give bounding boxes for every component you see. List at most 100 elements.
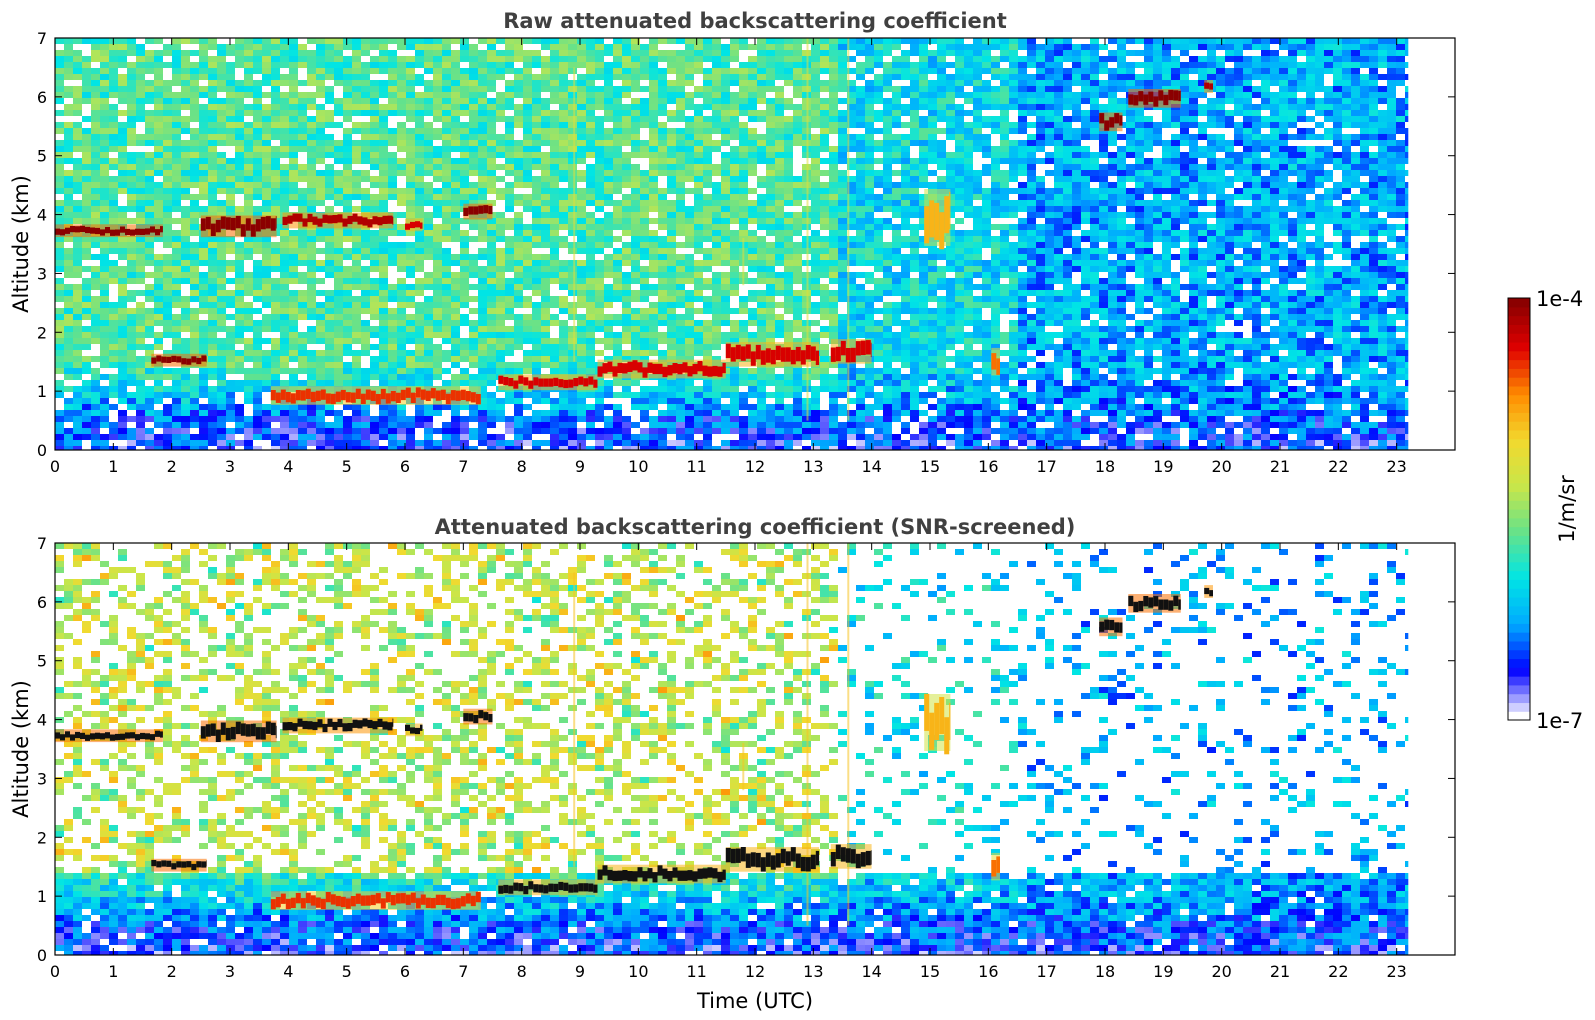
heatmap-cell bbox=[775, 404, 784, 410]
heatmap-cell bbox=[757, 272, 766, 278]
heatmap-cell bbox=[172, 248, 181, 254]
heatmap-cell bbox=[253, 98, 262, 104]
heatmap-cell bbox=[532, 80, 541, 86]
heatmap-cell bbox=[469, 224, 478, 230]
heatmap-cell bbox=[361, 296, 370, 302]
heatmap-cell bbox=[55, 410, 64, 416]
heatmap-cell bbox=[280, 260, 289, 266]
heatmap-cell bbox=[775, 374, 784, 380]
heatmap-cell bbox=[559, 122, 568, 128]
heatmap-cell bbox=[613, 104, 622, 110]
heatmap-cell bbox=[100, 38, 109, 44]
heatmap-cell bbox=[406, 266, 415, 272]
heatmap-cell bbox=[82, 428, 91, 434]
heatmap-cell bbox=[433, 404, 442, 410]
heatmap-cell bbox=[289, 128, 298, 134]
heatmap-cell bbox=[343, 188, 352, 194]
heatmap-cell bbox=[469, 194, 478, 200]
heatmap-cell bbox=[730, 122, 739, 128]
heatmap-cell bbox=[370, 314, 379, 320]
heatmap-cell bbox=[757, 398, 766, 404]
heatmap-cell bbox=[766, 50, 775, 56]
heatmap-cell bbox=[235, 242, 244, 248]
heatmap-cell bbox=[604, 50, 613, 56]
heatmap-cell bbox=[361, 152, 370, 158]
heatmap-cell bbox=[136, 410, 145, 416]
heatmap-cell bbox=[766, 392, 775, 398]
heatmap-cell bbox=[325, 326, 334, 332]
heatmap-cell bbox=[118, 266, 127, 272]
heatmap-cell bbox=[388, 170, 397, 176]
heatmap-cell bbox=[559, 440, 568, 446]
heatmap-cell bbox=[739, 104, 748, 110]
heatmap-cell bbox=[217, 74, 226, 80]
heatmap-cell bbox=[109, 242, 118, 248]
heatmap-cell bbox=[523, 194, 532, 200]
heatmap-cell bbox=[208, 362, 217, 368]
heatmap-cell bbox=[136, 170, 145, 176]
heatmap-cell bbox=[721, 170, 730, 176]
heatmap-cell bbox=[433, 314, 442, 320]
heatmap-cell bbox=[64, 302, 73, 308]
heatmap-cell bbox=[253, 362, 262, 368]
heatmap-cell bbox=[424, 182, 433, 188]
heatmap-cell bbox=[334, 434, 343, 440]
heatmap-cell bbox=[370, 230, 379, 236]
heatmap-cell bbox=[469, 80, 478, 86]
heatmap-cell bbox=[172, 386, 181, 392]
heatmap-cell bbox=[280, 176, 289, 182]
heatmap-cell bbox=[784, 416, 793, 422]
heatmap-cell bbox=[244, 350, 253, 356]
heatmap-cell bbox=[100, 104, 109, 110]
heatmap-cell bbox=[235, 110, 244, 116]
heatmap-cell bbox=[613, 440, 622, 446]
heatmap-cell bbox=[82, 194, 91, 200]
heatmap-cell bbox=[424, 416, 433, 422]
heatmap-cell bbox=[649, 434, 658, 440]
heatmap-cell bbox=[694, 332, 703, 338]
heatmap-cell bbox=[307, 176, 316, 182]
heatmap-cell bbox=[586, 140, 595, 146]
heatmap-cell bbox=[316, 122, 325, 128]
heatmap-cell bbox=[379, 326, 388, 332]
heatmap-cell bbox=[424, 302, 433, 308]
heatmap-cell bbox=[73, 140, 82, 146]
heatmap-cell bbox=[388, 308, 397, 314]
heatmap-cell bbox=[73, 128, 82, 134]
heatmap-cell bbox=[478, 140, 487, 146]
heatmap-cell bbox=[703, 236, 712, 242]
heatmap-cell bbox=[271, 152, 280, 158]
heatmap-cell bbox=[145, 356, 154, 362]
heatmap-cell bbox=[253, 158, 262, 164]
heatmap-cell bbox=[649, 74, 658, 80]
heatmap-cell bbox=[100, 146, 109, 152]
heatmap-cell bbox=[118, 362, 127, 368]
heatmap-cell bbox=[118, 236, 127, 242]
heatmap-cell bbox=[226, 164, 235, 170]
heatmap-cell bbox=[325, 92, 334, 98]
heatmap-cell bbox=[649, 68, 658, 74]
heatmap-cell bbox=[361, 422, 370, 428]
heatmap-cell bbox=[694, 320, 703, 326]
heatmap-cell bbox=[172, 164, 181, 170]
heatmap-cell bbox=[676, 56, 685, 62]
heatmap-cell bbox=[640, 404, 649, 410]
heatmap-cell bbox=[703, 116, 712, 122]
heatmap-cell bbox=[577, 146, 586, 152]
heatmap-cell bbox=[649, 386, 658, 392]
heatmap-cell bbox=[172, 50, 181, 56]
heatmap-cell bbox=[559, 338, 568, 344]
heatmap-cell bbox=[442, 368, 451, 374]
heatmap-cell bbox=[406, 296, 415, 302]
heatmap-cell bbox=[550, 134, 559, 140]
heatmap-cell bbox=[217, 380, 226, 386]
heatmap-cell bbox=[307, 440, 316, 446]
heatmap-cell bbox=[730, 398, 739, 404]
heatmap-cell bbox=[586, 62, 595, 68]
heatmap-cell bbox=[775, 104, 784, 110]
heatmap-cell bbox=[541, 338, 550, 344]
heatmap-cell bbox=[262, 386, 271, 392]
heatmap-cell bbox=[154, 434, 163, 440]
heatmap-cell bbox=[694, 296, 703, 302]
heatmap-cell bbox=[217, 206, 226, 212]
